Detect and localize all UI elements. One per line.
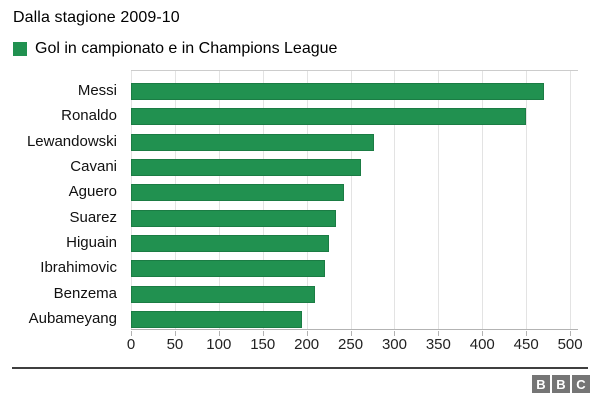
- category-label: Ronaldo: [61, 107, 117, 125]
- value-axis: 0 50 100 150 200 250 300 350 400 450 500: [127, 336, 591, 354]
- x-tick-label: 200: [294, 336, 320, 353]
- category-label: Aubameyang: [28, 309, 117, 327]
- bar-lewandowski: [131, 133, 375, 151]
- x-tick-label: 450: [513, 336, 539, 353]
- bar-suarez: [131, 209, 337, 227]
- bar-ronaldo: [131, 108, 527, 126]
- category-axis: Messi Ronaldo Lewandowski Cavani Aguero Suare…: [0, 70, 124, 330]
- tick-mark: [438, 331, 440, 336]
- x-tick-label: 150: [250, 336, 276, 353]
- gridline: [394, 71, 396, 329]
- x-tick-label: 300: [381, 336, 407, 353]
- category-label: Benzema: [53, 284, 117, 302]
- tick-mark: [570, 331, 572, 336]
- gridline: [438, 71, 440, 329]
- plot-area: [131, 70, 578, 336]
- x-tick-label: 400: [469, 336, 495, 353]
- x-tick-label: 500: [557, 336, 583, 353]
- tick-mark: [526, 331, 528, 336]
- bar-higuain: [131, 234, 330, 252]
- bar-ibrahimovic: [131, 260, 326, 278]
- tick-mark: [174, 331, 176, 336]
- tick-mark: [218, 331, 220, 336]
- x-tick-label: 350: [425, 336, 451, 353]
- gridline: [350, 71, 352, 329]
- tick-mark: [262, 331, 264, 336]
- tick-mark: [131, 331, 132, 336]
- category-label: Higuain: [66, 233, 117, 251]
- x-tick-label: 0: [126, 336, 136, 353]
- tick-mark: [350, 331, 352, 336]
- tick-mark: [306, 331, 308, 336]
- bar-messi: [131, 83, 544, 100]
- legend-label: Gol in campionato e in Champions League: [35, 40, 338, 57]
- x-tick-label: 100: [206, 336, 232, 353]
- bar-benzema: [131, 285, 315, 303]
- category-label: Aguero: [68, 183, 117, 201]
- x-tick-label: 50: [166, 336, 184, 353]
- category-label: Ibrahimovic: [40, 259, 117, 277]
- category-label: Cavani: [70, 157, 117, 175]
- bbc-logo-letter: B: [532, 375, 550, 393]
- bar-cavani: [131, 158, 362, 176]
- legend: Gol in campionato e in Champions League: [13, 40, 337, 58]
- category-label: Lewandowski: [26, 132, 117, 150]
- bbc-logo-letter: B: [552, 375, 570, 393]
- tick-mark: [482, 331, 484, 336]
- tick-mark: [394, 331, 396, 336]
- legend-swatch-icon: [13, 42, 27, 56]
- x-tick-label: 250: [338, 336, 364, 353]
- gridline: [570, 71, 572, 329]
- category-label: Messi: [77, 82, 117, 99]
- footer-divider: [12, 367, 588, 369]
- gridline: [482, 71, 484, 329]
- gridline: [526, 71, 528, 329]
- bar-aubameyang: [131, 310, 303, 328]
- bar-aguero: [131, 184, 344, 202]
- bbc-logo-letter: C: [572, 375, 590, 393]
- chart-title: Dalla stagione 2009-10: [13, 9, 180, 26]
- category-label: Suarez: [69, 208, 117, 226]
